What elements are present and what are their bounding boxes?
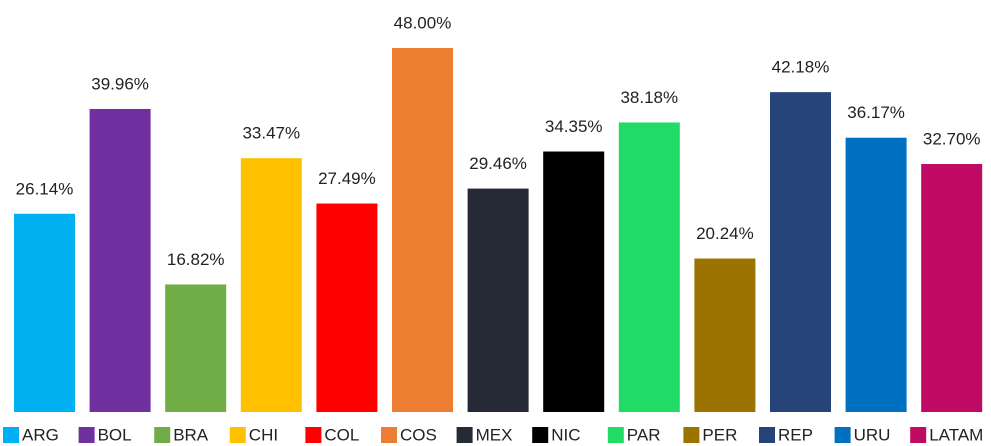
value-label: 29.46%: [469, 154, 527, 173]
legend-swatch: [381, 427, 397, 443]
legend-label: PAR: [627, 425, 661, 444]
legend-label: LATAM: [929, 425, 983, 444]
legend-label: PER: [702, 425, 737, 444]
bar: [770, 92, 831, 412]
legend-label: NIC: [551, 425, 580, 444]
legend-swatch: [759, 427, 775, 443]
value-label: 34.35%: [545, 117, 603, 136]
bar: [618, 122, 680, 413]
bar: [921, 164, 983, 412]
value-label: 16.82%: [167, 250, 225, 269]
bar: [845, 137, 907, 413]
legend-label: BRA: [173, 425, 209, 444]
legend-swatch: [532, 427, 549, 443]
value-label: 48.00%: [394, 13, 452, 32]
legend-label: REP: [778, 425, 813, 444]
value-label: 42.18%: [772, 58, 830, 77]
bar: [392, 48, 453, 412]
legend-label: URU: [854, 425, 891, 444]
bar: [694, 258, 756, 412]
value-label: 20.24%: [696, 224, 754, 243]
bar: [543, 151, 605, 412]
legend-swatch: [305, 427, 322, 443]
legend-label: CHI: [249, 425, 278, 444]
legend-swatch: [78, 427, 95, 443]
bar: [89, 108, 151, 412]
legend-swatch: [607, 427, 624, 443]
bar: [14, 213, 75, 412]
value-label: 32.70%: [923, 130, 981, 149]
value-label: 27.49%: [318, 169, 376, 188]
legend-swatch: [3, 427, 19, 443]
legend-label: COL: [324, 425, 359, 444]
legend-swatch: [910, 427, 927, 443]
legend-label: BOL: [98, 425, 132, 444]
value-label: 36.17%: [847, 103, 905, 122]
bar: [240, 158, 302, 412]
legend-label: MEX: [476, 425, 513, 444]
value-label: 33.47%: [242, 124, 300, 143]
value-label: 39.96%: [91, 74, 149, 93]
legend-label: COS: [400, 425, 437, 444]
bar: [316, 203, 378, 412]
legend-swatch: [456, 427, 473, 443]
legend-swatch: [683, 427, 700, 443]
value-label: 38.18%: [620, 88, 678, 107]
legend-swatch: [154, 427, 171, 443]
legend-label: ARG: [22, 425, 59, 444]
legend-swatch: [834, 427, 851, 443]
bar: [467, 188, 529, 412]
bar: [165, 284, 227, 412]
value-label: 26.14%: [16, 179, 74, 198]
legend-swatch: [229, 427, 246, 443]
